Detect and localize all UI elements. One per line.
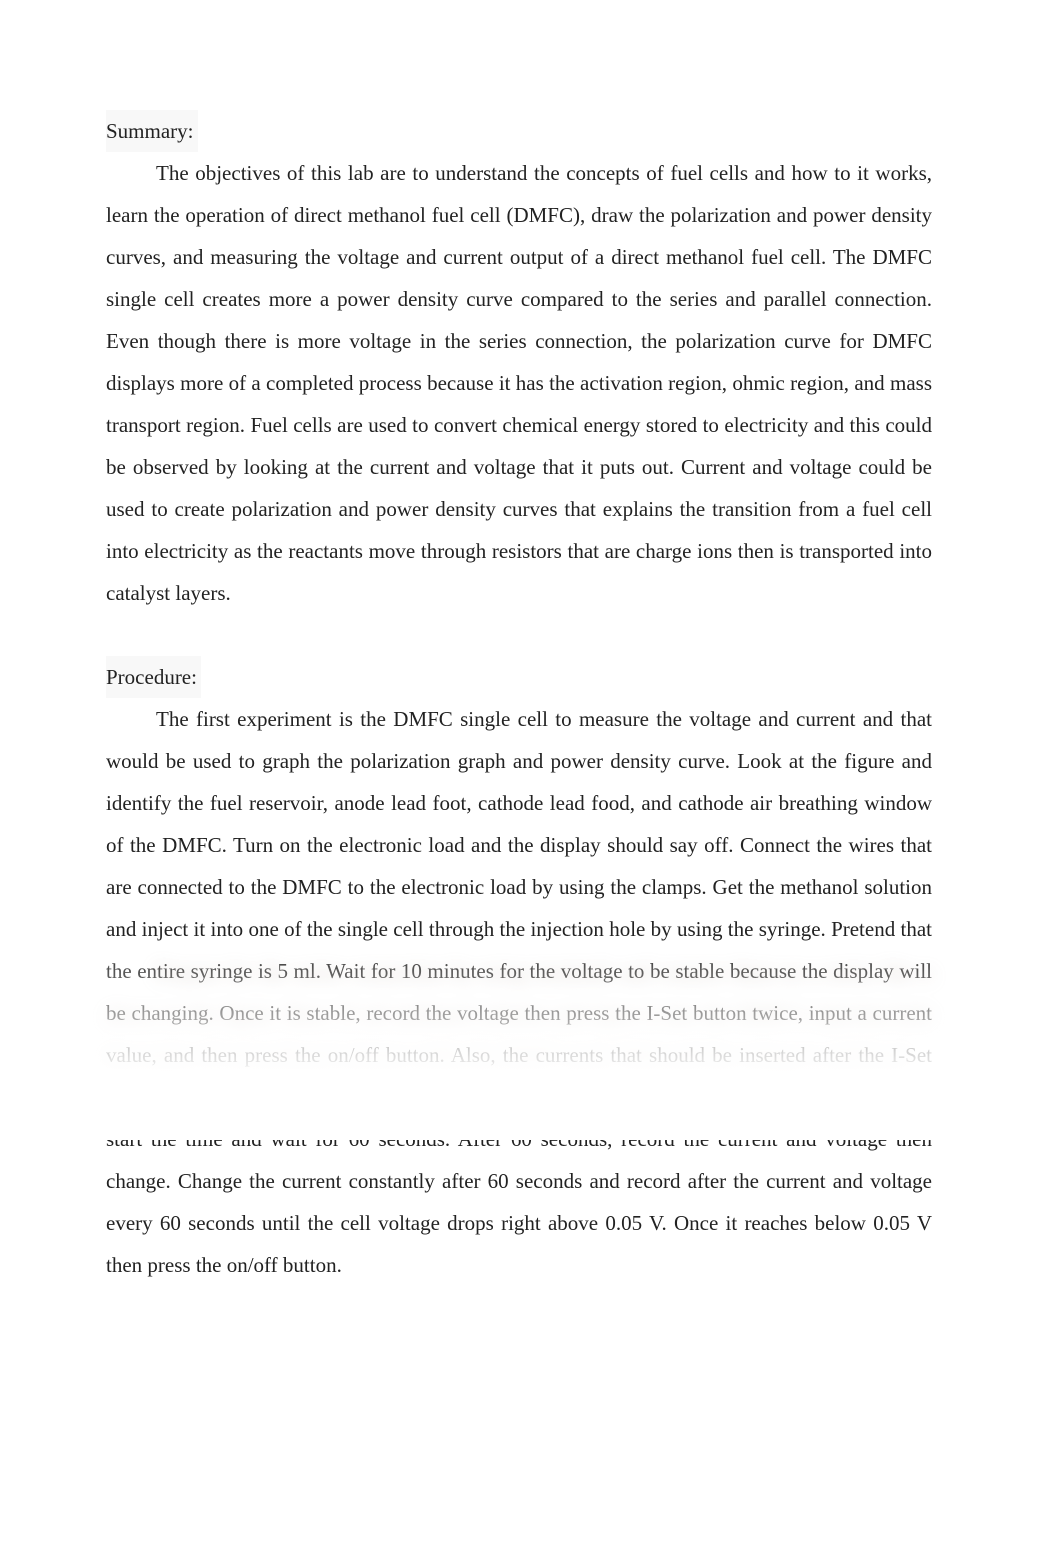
summary-heading: Summary: xyxy=(106,110,198,152)
section-gap xyxy=(106,614,932,656)
procedure-heading: Procedure: xyxy=(106,656,201,698)
procedure-section: Procedure: The first experiment is the D… xyxy=(106,656,932,1286)
document-page: Summary: The objectives of this lab are … xyxy=(0,0,1062,1561)
summary-section: Summary: The objectives of this lab are … xyxy=(106,110,932,614)
summary-paragraph: The objectives of this lab are to unders… xyxy=(106,152,932,614)
procedure-paragraph: The first experiment is the DMFC single … xyxy=(106,698,932,1286)
